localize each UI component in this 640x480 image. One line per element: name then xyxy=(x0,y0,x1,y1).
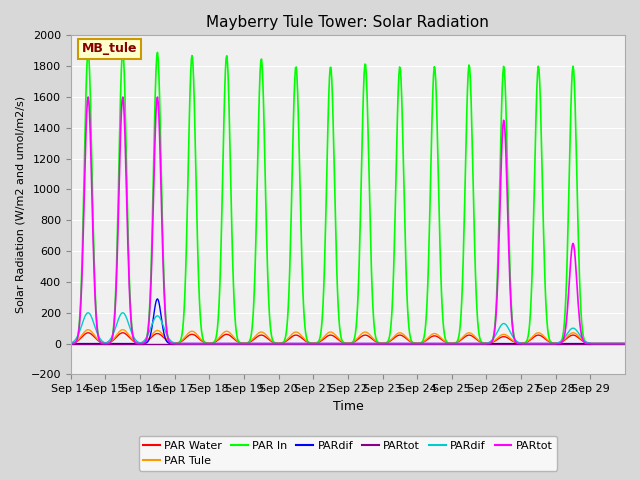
PAR Tule xyxy=(283,336,291,342)
PARtot xyxy=(406,341,413,347)
PARtot xyxy=(621,341,629,347)
PARtot xyxy=(436,341,444,347)
PARtot xyxy=(132,341,140,347)
PARdif xyxy=(263,341,271,347)
PAR In xyxy=(262,203,269,208)
PAR In xyxy=(283,324,291,330)
PAR Water xyxy=(587,341,595,347)
PAR Tule xyxy=(132,339,140,345)
PAR Water xyxy=(406,338,413,344)
PARtot xyxy=(405,341,413,347)
PARdif xyxy=(236,341,243,347)
PARdif xyxy=(154,296,161,302)
PAR Water xyxy=(67,340,75,346)
Line: PAR In: PAR In xyxy=(71,51,625,344)
Line: PAR Tule: PAR Tule xyxy=(71,330,625,344)
PARdif xyxy=(84,310,92,316)
PARdif xyxy=(621,341,629,347)
PAR In xyxy=(437,269,445,275)
Line: PAR Water: PAR Water xyxy=(71,333,625,344)
PAR Tule xyxy=(235,338,243,344)
PARdif xyxy=(406,341,413,347)
PAR Water xyxy=(84,330,92,336)
PARdif xyxy=(437,341,445,347)
PARtot xyxy=(621,341,629,347)
PARdif xyxy=(283,341,291,347)
PAR Water xyxy=(132,340,140,346)
PARdif xyxy=(438,341,445,347)
PAR Water xyxy=(437,336,445,342)
PARtot xyxy=(282,341,290,347)
Y-axis label: Solar Radiation (W/m2 and umol/m2/s): Solar Radiation (W/m2 and umol/m2/s) xyxy=(15,96,25,313)
PARtot xyxy=(132,340,140,346)
PAR In xyxy=(621,341,629,347)
Title: Mayberry Tule Tower: Solar Radiation: Mayberry Tule Tower: Solar Radiation xyxy=(207,15,490,30)
PAR Tule xyxy=(437,335,445,340)
PAR In xyxy=(132,340,140,346)
PAR Water xyxy=(235,339,243,345)
PARtot xyxy=(67,341,75,347)
PARtot xyxy=(437,341,445,347)
PAR In xyxy=(67,341,75,347)
PARdif xyxy=(235,341,243,347)
X-axis label: Time: Time xyxy=(333,400,364,413)
PAR Tule xyxy=(84,327,92,333)
PARdif xyxy=(67,340,75,346)
PAR Tule xyxy=(67,340,75,346)
PAR Tule xyxy=(587,341,595,347)
PARdif xyxy=(406,341,414,347)
PAR In xyxy=(235,338,243,344)
Line: PARdif: PARdif xyxy=(71,299,625,344)
PARdif xyxy=(284,341,291,347)
Line: PARtot: PARtot xyxy=(71,97,625,344)
Text: MB_tule: MB_tule xyxy=(82,42,138,55)
PAR Water xyxy=(283,338,291,344)
PARdif xyxy=(132,341,140,347)
PAR In xyxy=(406,331,413,336)
PARdif xyxy=(67,341,75,347)
PARtot xyxy=(262,341,269,347)
PAR Tule xyxy=(406,337,413,343)
Legend: PAR Water, PAR Tule, PAR In, PARdif, PARtot, PARdif, PARtot: PAR Water, PAR Tule, PAR In, PARdif, PAR… xyxy=(139,436,557,470)
PAR Water xyxy=(621,341,629,347)
PARtot xyxy=(283,341,291,347)
PARtot xyxy=(261,341,269,347)
PARdif xyxy=(621,341,629,347)
PARtot xyxy=(84,94,92,100)
PAR Tule xyxy=(621,341,629,347)
PAR Tule xyxy=(262,332,269,337)
PARtot xyxy=(67,341,75,347)
PARdif xyxy=(132,338,140,344)
PARdif xyxy=(171,341,179,347)
PAR Water xyxy=(262,334,269,340)
Line: PARdif: PARdif xyxy=(71,313,625,344)
PARtot xyxy=(235,341,243,347)
PARdif xyxy=(262,341,269,347)
PAR In xyxy=(84,48,92,54)
PARtot xyxy=(234,341,241,347)
